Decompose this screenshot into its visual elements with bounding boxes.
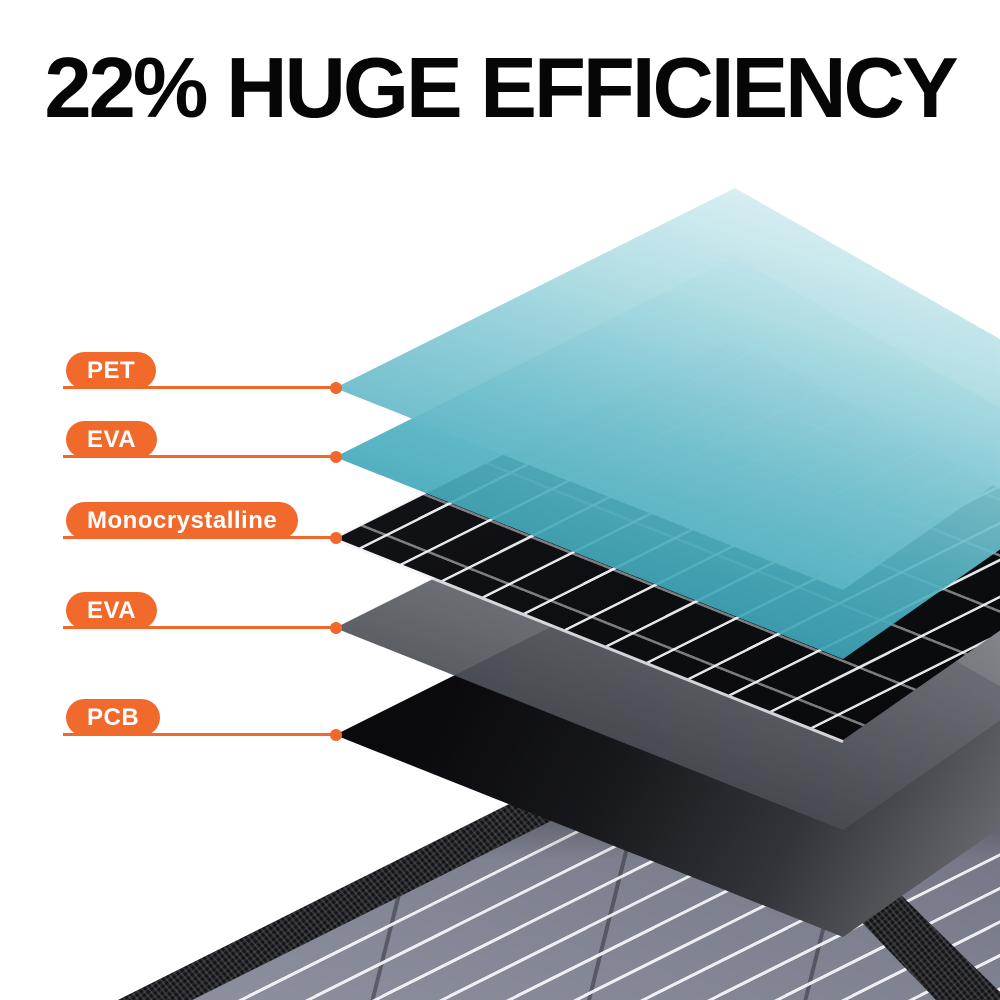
leader-line-pet — [63, 386, 338, 389]
layer-label-eva-top: EVA — [66, 421, 158, 458]
layer-label-pet: PET — [66, 352, 157, 389]
layer-label-pcb: PCB — [66, 699, 161, 736]
leader-line-pcb — [63, 733, 338, 736]
leader-line-eva-bottom — [63, 626, 338, 629]
leader-dot-monocrystalline — [330, 532, 342, 544]
leader-dot-eva-top — [330, 451, 342, 463]
leader-dot-eva-bottom — [330, 622, 342, 634]
leader-dot-pcb — [330, 729, 342, 741]
leader-dot-pet — [330, 382, 342, 394]
layer-label-monocrystalline: Monocrystalline — [66, 502, 299, 539]
leader-line-eva-top — [63, 455, 338, 458]
page-title: 22% HUGE EFFICIENCY — [44, 41, 958, 136]
layer-label-eva-bottom: EVA — [66, 592, 158, 629]
